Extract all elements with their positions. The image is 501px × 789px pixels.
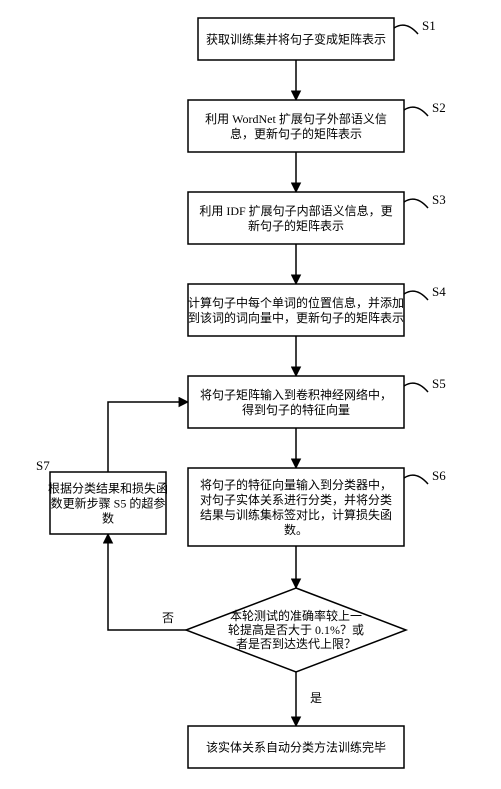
step-label-s7: S7 xyxy=(36,458,50,473)
step-label-s5: S5 xyxy=(432,376,446,391)
svg-text:轮提高是否大于 0.1%？或: 轮提高是否大于 0.1%？或 xyxy=(228,622,364,637)
svg-text:对句子实体关系进行分类，并将分类: 对句子实体关系进行分类，并将分类 xyxy=(200,492,392,507)
step-label-s6: S6 xyxy=(432,468,446,483)
node-end: 该实体关系自动分类方法训练完毕 xyxy=(188,726,404,768)
svg-text:结果与训练集标签对比，计算损失函: 结果与训练集标签对比，计算损失函 xyxy=(200,507,392,522)
svg-text:利用 IDF 扩展句子内部语义信息，更: 利用 IDF 扩展句子内部语义信息，更 xyxy=(199,203,392,218)
step-label-s2: S2 xyxy=(432,100,446,115)
node-s7: 根据分类结果和损失函数更新步骤 S5 的超参数 xyxy=(48,472,168,534)
svg-text:数: 数 xyxy=(102,511,114,526)
edge-s7-s5 xyxy=(108,402,188,472)
node-s3: 利用 IDF 扩展句子内部语义信息，更新句子的矩阵表示 xyxy=(188,192,404,244)
node-s6: 将句子的特征向量输入到分类器中，对句子实体关系进行分类，并将分类结果与训练集标签… xyxy=(188,468,404,546)
svg-text:获取训练集并将句子变成矩阵表示: 获取训练集并将句子变成矩阵表示 xyxy=(206,32,386,47)
branch-label-no: 否 xyxy=(162,611,174,625)
node-dec: 本轮测试的准确率较上一轮提高是否大于 0.1%？或者是否到达迭代上限？ xyxy=(186,588,406,672)
svg-text:者是否到达迭代上限？: 者是否到达迭代上限？ xyxy=(236,637,356,651)
svg-text:将句子的特征向量输入到分类器中，: 将句子的特征向量输入到分类器中， xyxy=(200,477,392,492)
svg-text:到该词的词向量中，更新句子的矩阵表示: 到该词的词向量中，更新句子的矩阵表示 xyxy=(188,310,404,325)
node-s1: 获取训练集并将句子变成矩阵表示 xyxy=(198,18,394,60)
svg-text:将句子矩阵输入到卷积神经网络中，: 将句子矩阵输入到卷积神经网络中， xyxy=(200,387,392,402)
svg-text:得到句子的特征向量: 得到句子的特征向量 xyxy=(242,402,350,417)
step-label-s3: S3 xyxy=(432,192,446,207)
node-s5: 将句子矩阵输入到卷积神经网络中，得到句子的特征向量 xyxy=(188,376,404,428)
step-label-s4: S4 xyxy=(432,284,446,299)
svg-text:息，更新句子的矩阵表示: 息，更新句子的矩阵表示 xyxy=(230,126,362,141)
svg-text:数。: 数。 xyxy=(284,522,308,537)
svg-text:利用 WordNet 扩展句子外部语义信: 利用 WordNet 扩展句子外部语义信 xyxy=(205,111,387,126)
svg-text:计算句子中每个单词的位置信息，并添加: 计算句子中每个单词的位置信息，并添加 xyxy=(188,295,404,310)
svg-text:数更新步骤 S5 的超参: 数更新步骤 S5 的超参 xyxy=(51,496,166,511)
edge-dec-s7 xyxy=(108,534,186,630)
step-label-s1: S1 xyxy=(422,18,436,33)
svg-text:新句子的矩阵表示: 新句子的矩阵表示 xyxy=(248,218,344,233)
node-s2: 利用 WordNet 扩展句子外部语义信息，更新句子的矩阵表示 xyxy=(188,100,404,152)
svg-text:根据分类结果和损失函: 根据分类结果和损失函 xyxy=(48,481,168,496)
svg-text:该实体关系自动分类方法训练完毕: 该实体关系自动分类方法训练完毕 xyxy=(206,740,386,755)
node-s4: 计算句子中每个单词的位置信息，并添加到该词的词向量中，更新句子的矩阵表示 xyxy=(188,284,404,336)
svg-text:本轮测试的准确率较上一: 本轮测试的准确率较上一 xyxy=(230,608,362,623)
branch-label-yes: 是 xyxy=(310,691,322,705)
